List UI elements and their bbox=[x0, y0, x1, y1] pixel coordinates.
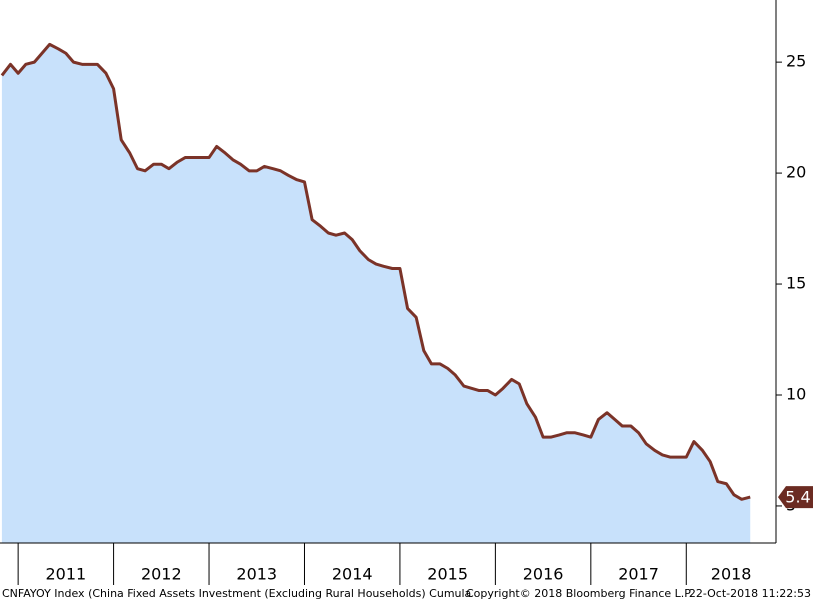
last-value-box bbox=[778, 486, 813, 509]
footer-right: 22-Oct-2018 11:22:53 bbox=[689, 587, 811, 600]
y-tick-label: 10 bbox=[786, 384, 806, 403]
y-tick-label: 25 bbox=[786, 52, 806, 71]
y-tick-label: 15 bbox=[786, 274, 806, 293]
x-tick-label: 2018 bbox=[711, 565, 752, 584]
line bbox=[0, 42, 751, 501]
x-tick-label: 2015 bbox=[427, 565, 468, 584]
x-tick-label: 2012 bbox=[141, 565, 182, 584]
plot bbox=[0, 42, 751, 543]
x-tick-label: 2013 bbox=[236, 565, 277, 584]
footer-center: Copyright© 2018 Bloomberg Finance L.P. bbox=[466, 587, 693, 600]
x-tick-label: 2016 bbox=[523, 565, 564, 584]
area-fill bbox=[1, 44, 751, 543]
last-value-label: 5.4 bbox=[785, 488, 810, 507]
x-tick-label: 2011 bbox=[46, 565, 87, 584]
x-tick-label: 2017 bbox=[618, 565, 659, 584]
x-tick-label: 2014 bbox=[332, 565, 373, 584]
y-tick-label: 20 bbox=[786, 163, 806, 182]
footer-left: CNFAYOY Index (China Fixed Assets Invest… bbox=[2, 587, 471, 600]
